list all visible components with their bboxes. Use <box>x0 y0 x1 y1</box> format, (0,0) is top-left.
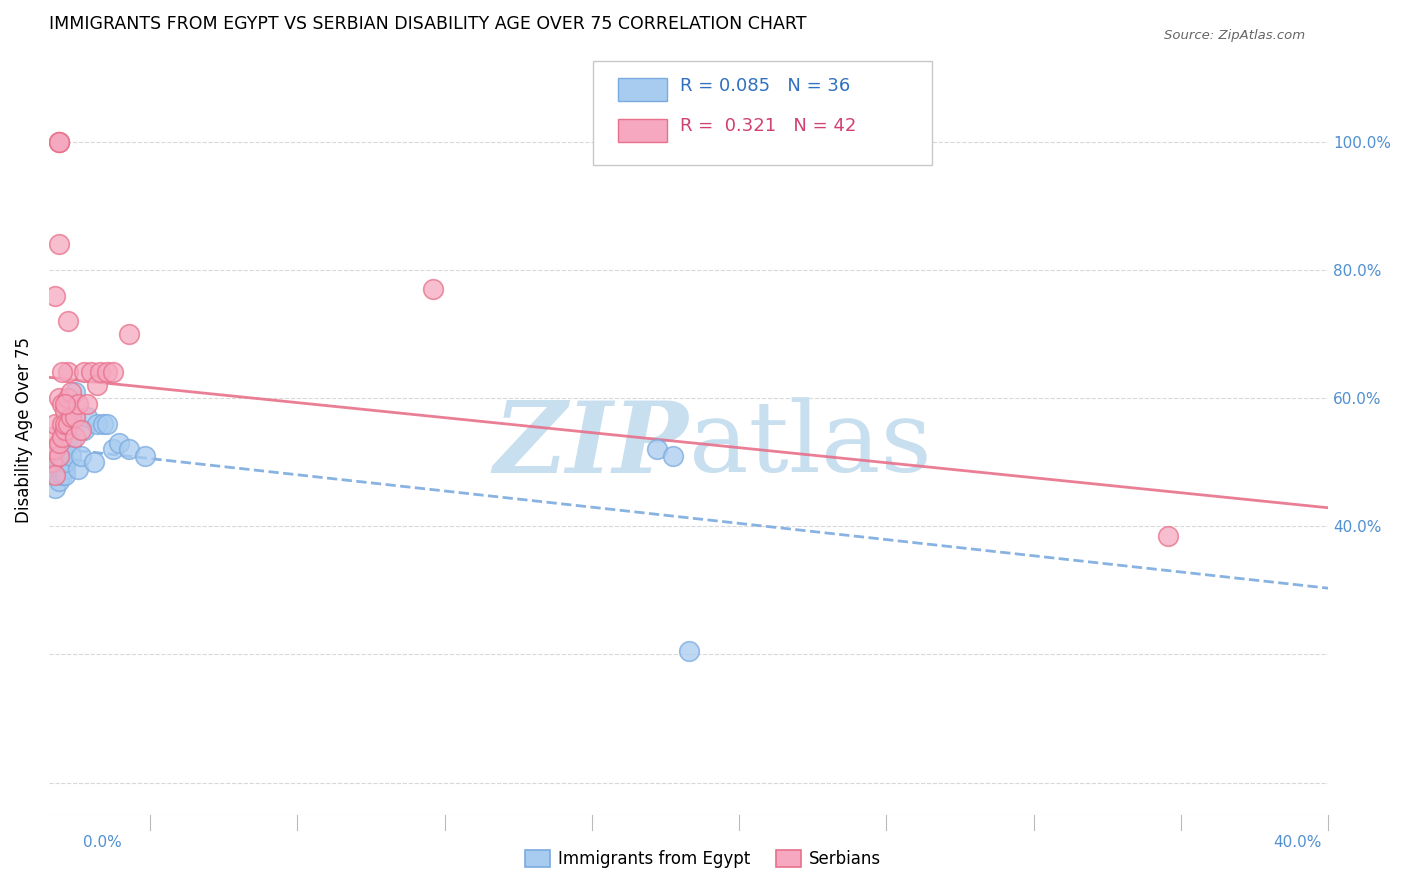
Point <box>53 467 76 482</box>
Point <box>678 644 700 658</box>
Point <box>63 410 86 425</box>
Point <box>53 423 76 437</box>
Point <box>60 410 83 425</box>
Text: IMMIGRANTS FROM EGYPT VS SERBIAN DISABILITY AGE OVER 75 CORRELATION CHART: IMMIGRANTS FROM EGYPT VS SERBIAN DISABIL… <box>49 15 807 33</box>
Point <box>118 326 141 341</box>
Text: ZIP: ZIP <box>494 397 689 494</box>
Point <box>48 391 70 405</box>
Point <box>76 410 98 425</box>
Point <box>79 366 101 380</box>
Point <box>41 455 63 469</box>
Point <box>66 461 89 475</box>
Point <box>41 442 63 457</box>
Point <box>44 467 66 482</box>
Point <box>51 455 73 469</box>
Point <box>44 417 66 431</box>
Point <box>56 429 79 443</box>
Point <box>76 397 98 411</box>
Point <box>48 135 70 149</box>
FancyBboxPatch shape <box>619 78 666 101</box>
Point <box>51 397 73 411</box>
Point <box>56 391 79 405</box>
Point <box>51 417 73 431</box>
Point <box>422 282 444 296</box>
Point <box>661 449 683 463</box>
Point <box>48 237 70 252</box>
Point <box>134 449 156 463</box>
Point <box>86 378 108 392</box>
Point <box>91 417 114 431</box>
Point <box>70 423 93 437</box>
Point <box>53 397 76 411</box>
Point <box>63 410 86 425</box>
Y-axis label: Disability Age Over 75: Disability Age Over 75 <box>15 337 32 523</box>
Legend: Immigrants from Egypt, Serbians: Immigrants from Egypt, Serbians <box>519 843 887 875</box>
Point <box>56 417 79 431</box>
Point <box>48 461 70 475</box>
Point <box>48 135 70 149</box>
Point <box>48 475 70 489</box>
Point <box>66 397 89 411</box>
Point <box>48 449 70 463</box>
Point <box>53 404 76 418</box>
Point <box>41 429 63 443</box>
Point <box>44 481 66 495</box>
Text: R = 0.085   N = 36: R = 0.085 N = 36 <box>679 77 849 95</box>
Point <box>83 455 105 469</box>
Point <box>44 455 66 469</box>
Point <box>56 314 79 328</box>
Text: 40.0%: 40.0% <box>1274 836 1322 850</box>
Text: Source: ZipAtlas.com: Source: ZipAtlas.com <box>1164 29 1305 43</box>
Point <box>44 442 66 457</box>
Point <box>60 384 83 399</box>
Point <box>645 442 668 457</box>
Point <box>41 442 63 457</box>
Point <box>60 436 83 450</box>
Text: atlas: atlas <box>689 398 931 493</box>
FancyBboxPatch shape <box>619 119 666 142</box>
FancyBboxPatch shape <box>592 61 932 165</box>
Point <box>96 417 118 431</box>
Text: R =  0.321   N = 42: R = 0.321 N = 42 <box>679 118 856 136</box>
Point <box>108 436 131 450</box>
Point <box>56 404 79 418</box>
Point <box>41 455 63 469</box>
Point <box>118 442 141 457</box>
Point <box>53 417 76 431</box>
Point <box>73 366 96 380</box>
Point <box>48 135 70 149</box>
Point <box>70 449 93 463</box>
Point <box>44 467 66 482</box>
Point <box>1157 529 1180 543</box>
Point <box>51 449 73 463</box>
Point <box>44 288 66 302</box>
Point <box>53 455 76 469</box>
Point <box>48 436 70 450</box>
Point <box>63 429 86 443</box>
Point <box>53 461 76 475</box>
Point <box>63 384 86 399</box>
Point <box>101 442 124 457</box>
Point <box>73 423 96 437</box>
Point <box>86 417 108 431</box>
Point <box>51 366 73 380</box>
Point <box>51 429 73 443</box>
Point <box>56 366 79 380</box>
Point <box>51 467 73 482</box>
Point <box>60 449 83 463</box>
Text: 0.0%: 0.0% <box>83 836 122 850</box>
Point <box>48 455 70 469</box>
Point <box>101 366 124 380</box>
Point <box>89 366 111 380</box>
Point <box>96 366 118 380</box>
Point <box>48 449 70 463</box>
